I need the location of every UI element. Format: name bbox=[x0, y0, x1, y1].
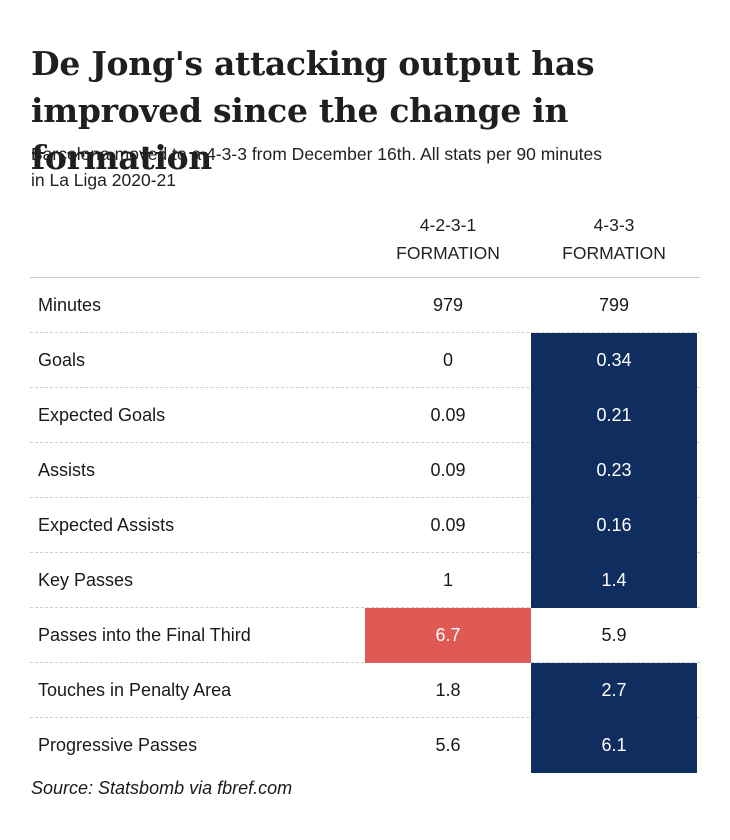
column-header-line: FORMATION bbox=[396, 243, 500, 263]
table-row: Minutes 979 799 bbox=[30, 278, 700, 333]
value-cell-433: 0.21 bbox=[531, 388, 697, 443]
value-cell-4231: 979 bbox=[432, 295, 464, 315]
row-label: Expected Assists bbox=[38, 515, 175, 535]
table-body: Minutes 979 799 Goals 0 0.34 Expected Goals 0.0… bbox=[30, 278, 700, 773]
value-cell-4231: 5.6 bbox=[435, 735, 461, 755]
column-header-line: 4-3-3 bbox=[593, 215, 635, 235]
table-row: Expected Assists 0.09 0.16 bbox=[30, 498, 700, 553]
value-cell-433: 5.9 bbox=[601, 625, 627, 645]
column-header-line: 4-2-3-1 bbox=[419, 215, 477, 235]
value-cell-433: 1.4 bbox=[531, 553, 697, 608]
column-header-4231: 4-2-3-1 FORMATION bbox=[365, 211, 531, 267]
value-cell-433: 0.34 bbox=[531, 333, 697, 388]
row-label: Touches in Penalty Area bbox=[38, 680, 232, 700]
row-label: Key Passes bbox=[38, 570, 134, 590]
table-row: Expected Goals 0.09 0.21 bbox=[30, 388, 700, 443]
subtitle-line-1: Barcelona moved to a 4-3-3 from December… bbox=[31, 144, 602, 164]
value-cell-4231: 0.09 bbox=[430, 405, 466, 425]
value-cell-4231: 1 bbox=[442, 570, 453, 590]
table-row: Passes into the Final Third 6.7 5.9 bbox=[30, 608, 700, 663]
table-row: Progressive Passes 5.6 6.1 bbox=[30, 718, 700, 773]
row-label: Progressive Passes bbox=[38, 735, 198, 755]
subtitle-line-2: in La Liga 2020-21 bbox=[31, 170, 176, 190]
row-label: Passes into the Final Third bbox=[38, 625, 251, 645]
value-cell-4231: 1.8 bbox=[435, 680, 461, 700]
value-cell-433: 0.16 bbox=[531, 498, 697, 553]
title-line-2: improved since the change in formation bbox=[31, 91, 569, 177]
table-row: Assists 0.09 0.23 bbox=[30, 443, 700, 498]
source-note: Source: Statsbomb via fbref.com bbox=[31, 778, 293, 798]
value-cell-433: 2.7 bbox=[531, 663, 697, 718]
title-line-1: De Jong's attacking output has bbox=[31, 44, 595, 83]
table-header: 4-2-3-1 FORMATION 4-3-3 FORMATION bbox=[30, 205, 700, 278]
value-cell-433: 0.23 bbox=[531, 443, 697, 498]
chart-subtitle: Barcelona moved to a 4-3-3 from December… bbox=[31, 141, 711, 193]
stats-table: 4-2-3-1 FORMATION 4-3-3 FORMATION Minute… bbox=[30, 205, 700, 773]
value-cell-433: 799 bbox=[598, 295, 630, 315]
row-label: Minutes bbox=[38, 295, 102, 315]
column-header-line: FORMATION bbox=[562, 243, 666, 263]
value-cell-4231: 0.09 bbox=[430, 460, 466, 480]
table-row: Touches in Penalty Area 1.8 2.7 bbox=[30, 663, 700, 718]
row-label: Goals bbox=[38, 350, 86, 370]
table-row: Goals 0 0.34 bbox=[30, 333, 700, 388]
chart-title: De Jong's attacking output has improved … bbox=[31, 40, 721, 181]
value-cell-4231: 0.09 bbox=[430, 515, 466, 535]
row-label: Assists bbox=[38, 460, 96, 480]
value-cell-4231: 6.7 bbox=[365, 608, 531, 663]
row-label: Expected Goals bbox=[38, 405, 166, 425]
column-header-433: 4-3-3 FORMATION bbox=[531, 211, 697, 267]
table-row: Key Passes 1 1.4 bbox=[30, 553, 700, 608]
value-cell-4231: 0 bbox=[442, 350, 453, 370]
value-cell-433: 6.1 bbox=[531, 718, 697, 773]
